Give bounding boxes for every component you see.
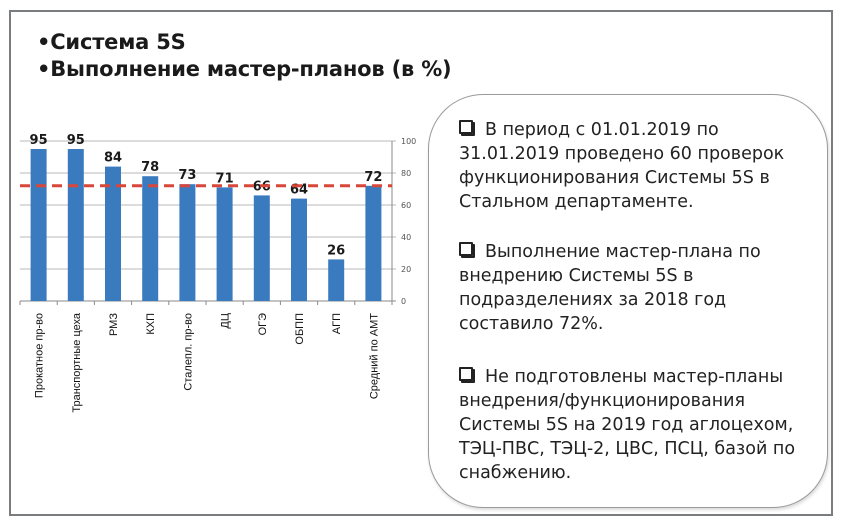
- x-category-label: Сталепл. пр-во: [182, 313, 194, 391]
- x-category-label: КХП: [145, 313, 157, 335]
- bar-10: [365, 185, 382, 301]
- note-text: Не подготовлены мастер-планы внедрения/ф…: [459, 367, 796, 483]
- x-category-label: ДЦ: [220, 313, 232, 329]
- checkbox-bullet-icon: [459, 120, 473, 134]
- y-tick-label: 100: [401, 137, 416, 146]
- y-tick-label: 20: [401, 265, 411, 274]
- data-label: 84: [104, 151, 122, 166]
- data-label: 95: [30, 133, 48, 148]
- note-text: В период с 01.01.2019 по 31.01.2019 пров…: [459, 120, 785, 212]
- data-label: 26: [327, 243, 345, 258]
- slide-title-master-plans: •Выполнение мастер-планов (в %): [37, 57, 452, 81]
- y-tick-label: 80: [401, 169, 411, 178]
- data-label: 71: [216, 171, 234, 186]
- data-label: 78: [141, 160, 159, 175]
- note-missing-plans: Не подготовлены мастер-планы внедрения/ф…: [459, 365, 824, 485]
- data-label: 95: [67, 133, 85, 148]
- bar-7: [253, 195, 270, 301]
- x-category-label: АГП: [331, 313, 343, 334]
- bar-6: [216, 187, 233, 301]
- x-category-label: ОГЭ: [257, 313, 269, 336]
- note-text: Выполнение мастер-плана по внедрению Сис…: [459, 242, 761, 334]
- slide-title-system-5s: •Система 5S: [37, 30, 186, 54]
- bar-2: [67, 149, 84, 301]
- data-label: 72: [364, 170, 382, 185]
- x-category-label: ОБПП: [294, 313, 306, 345]
- notes-box: В период с 01.01.2019 по 31.01.2019 пров…: [428, 94, 828, 508]
- note-master-plan-result: Выполнение мастер-плана по внедрению Сис…: [459, 240, 824, 336]
- y-tick-label: 0: [401, 297, 406, 306]
- x-category-label: РМЗ: [108, 313, 120, 336]
- note-inspections: В период с 01.01.2019 по 31.01.2019 пров…: [459, 118, 824, 214]
- bar-5: [179, 184, 196, 301]
- y-tick-label: 60: [401, 201, 411, 210]
- data-label: 73: [178, 168, 196, 183]
- bar-chart: 0 20 40 60 80 100 95 Прокатное пр-во 95 Транспорт…: [19, 133, 416, 413]
- y-tick-label: 40: [401, 233, 411, 242]
- bar-3: [105, 166, 121, 301]
- x-category-label: Средний по АМТ: [368, 313, 380, 399]
- x-category-label: Транспортные цеха: [71, 312, 83, 412]
- bar-4: [142, 176, 159, 301]
- x-category-label: Прокатное пр-во: [34, 313, 46, 398]
- checkbox-bullet-icon: [459, 242, 473, 256]
- bar-1: [30, 149, 47, 301]
- checkbox-bullet-icon: [459, 367, 473, 381]
- bar-8: [291, 198, 307, 301]
- bar-9: [328, 259, 345, 301]
